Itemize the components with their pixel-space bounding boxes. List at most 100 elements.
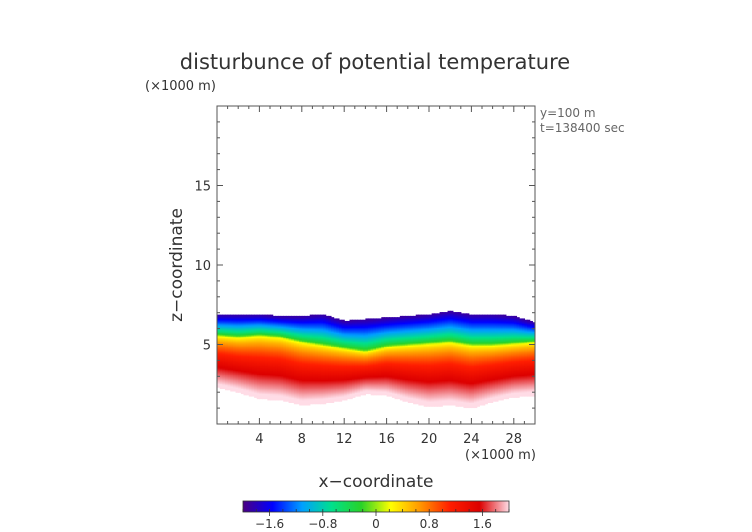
field-cell: [304, 373, 308, 375]
field-cell: [346, 346, 351, 349]
field-cell: [270, 360, 274, 363]
field-cell: [235, 322, 239, 325]
field-cell: [248, 334, 253, 337]
field-cell: [240, 369, 245, 372]
field-cell: [299, 328, 303, 331]
field-cell: [246, 326, 250, 328]
field-cell: [259, 383, 263, 386]
field-cell: [330, 380, 335, 383]
field-cell: [254, 320, 258, 323]
field-cell: [235, 359, 239, 361]
field-cell: [224, 365, 229, 368]
field-cell: [280, 319, 284, 322]
field-cell: [246, 348, 250, 351]
field-cell: [391, 356, 396, 359]
field-cell: [230, 326, 234, 328]
field-cell: [325, 392, 329, 395]
field-cell: [360, 324, 364, 327]
field-cell: [323, 396, 327, 398]
field-cell: [296, 355, 300, 358]
field-cell: [309, 364, 313, 367]
field-cell: [325, 364, 329, 367]
field-cell: [219, 347, 223, 350]
field-cell: [288, 348, 292, 351]
field-cell: [251, 371, 255, 374]
field-cell: [323, 333, 327, 336]
field-cell: [336, 328, 340, 331]
field-cell: [238, 323, 242, 326]
field-cell: [346, 379, 351, 382]
field-cell: [277, 384, 282, 387]
field-cell: [240, 314, 245, 317]
field-cell: [381, 389, 385, 392]
field-cell: [315, 320, 319, 323]
field-cell: [354, 346, 359, 349]
field-cell: [232, 319, 237, 322]
field-cell: [397, 341, 401, 344]
field-cell: [341, 346, 345, 349]
field-cell: [315, 365, 319, 368]
field-cell: [328, 365, 332, 368]
field-cell: [362, 385, 366, 388]
field-cell: [288, 374, 292, 377]
field-cell: [368, 340, 372, 342]
field-cell: [399, 341, 404, 344]
field-cell: [376, 324, 380, 327]
field-cell: [264, 336, 268, 339]
field-cell: [365, 376, 369, 379]
field-cell: [254, 384, 258, 387]
field-cell: [296, 345, 300, 348]
field-cell: [333, 322, 337, 325]
field-cell: [352, 336, 356, 339]
field-cell: [272, 380, 276, 383]
field-cell: [328, 376, 332, 379]
field-cell: [224, 359, 229, 361]
field-cell: [394, 320, 398, 323]
field-cell: [309, 388, 313, 391]
field-cell: [399, 338, 404, 341]
field-cell: [267, 375, 271, 378]
field-cell: [248, 366, 253, 369]
field-cell: [235, 369, 239, 372]
field-cell: [399, 318, 404, 321]
field-cell: [410, 350, 414, 353]
field-cell: [296, 326, 300, 328]
field-cell: [285, 346, 290, 349]
field-cell: [407, 390, 412, 393]
field-cell: [232, 336, 237, 339]
field-cell: [317, 348, 321, 351]
field-cell: [352, 324, 356, 327]
field-cell: [293, 332, 298, 335]
field-cell: [267, 322, 271, 325]
field-cell: [407, 365, 412, 368]
field-cell: [262, 314, 266, 317]
field-cell: [383, 359, 388, 361]
field-cell: [370, 389, 374, 392]
field-cell: [309, 332, 313, 335]
field-cell: [370, 343, 374, 346]
field-cell: [246, 362, 250, 365]
field-cell: [246, 322, 250, 325]
field-cell: [280, 359, 284, 361]
field-cell: [349, 333, 353, 336]
field-cell: [240, 326, 245, 328]
field-cell: [272, 371, 276, 374]
field-cell: [275, 351, 279, 354]
field-cell: [336, 388, 340, 391]
field-cell: [330, 343, 335, 346]
field-cell: [301, 389, 306, 392]
field-cell: [227, 357, 231, 360]
field-cell: [301, 346, 306, 349]
field-cell: [360, 359, 364, 361]
field-cell: [240, 378, 245, 381]
field-cell: [312, 362, 316, 365]
field-cell: [341, 332, 345, 335]
field-cell: [368, 318, 372, 321]
field-cell: [262, 364, 266, 367]
field-cell: [235, 336, 239, 339]
field-cell: [299, 390, 303, 393]
field-cell: [344, 382, 348, 384]
field-cell: [394, 378, 398, 381]
field-cell: [360, 354, 364, 356]
field-cell: [280, 380, 284, 383]
